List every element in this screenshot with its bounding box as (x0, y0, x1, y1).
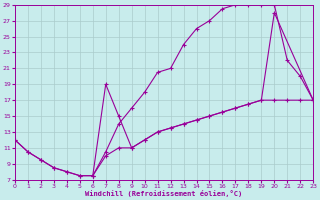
X-axis label: Windchill (Refroidissement éolien,°C): Windchill (Refroidissement éolien,°C) (85, 190, 243, 197)
